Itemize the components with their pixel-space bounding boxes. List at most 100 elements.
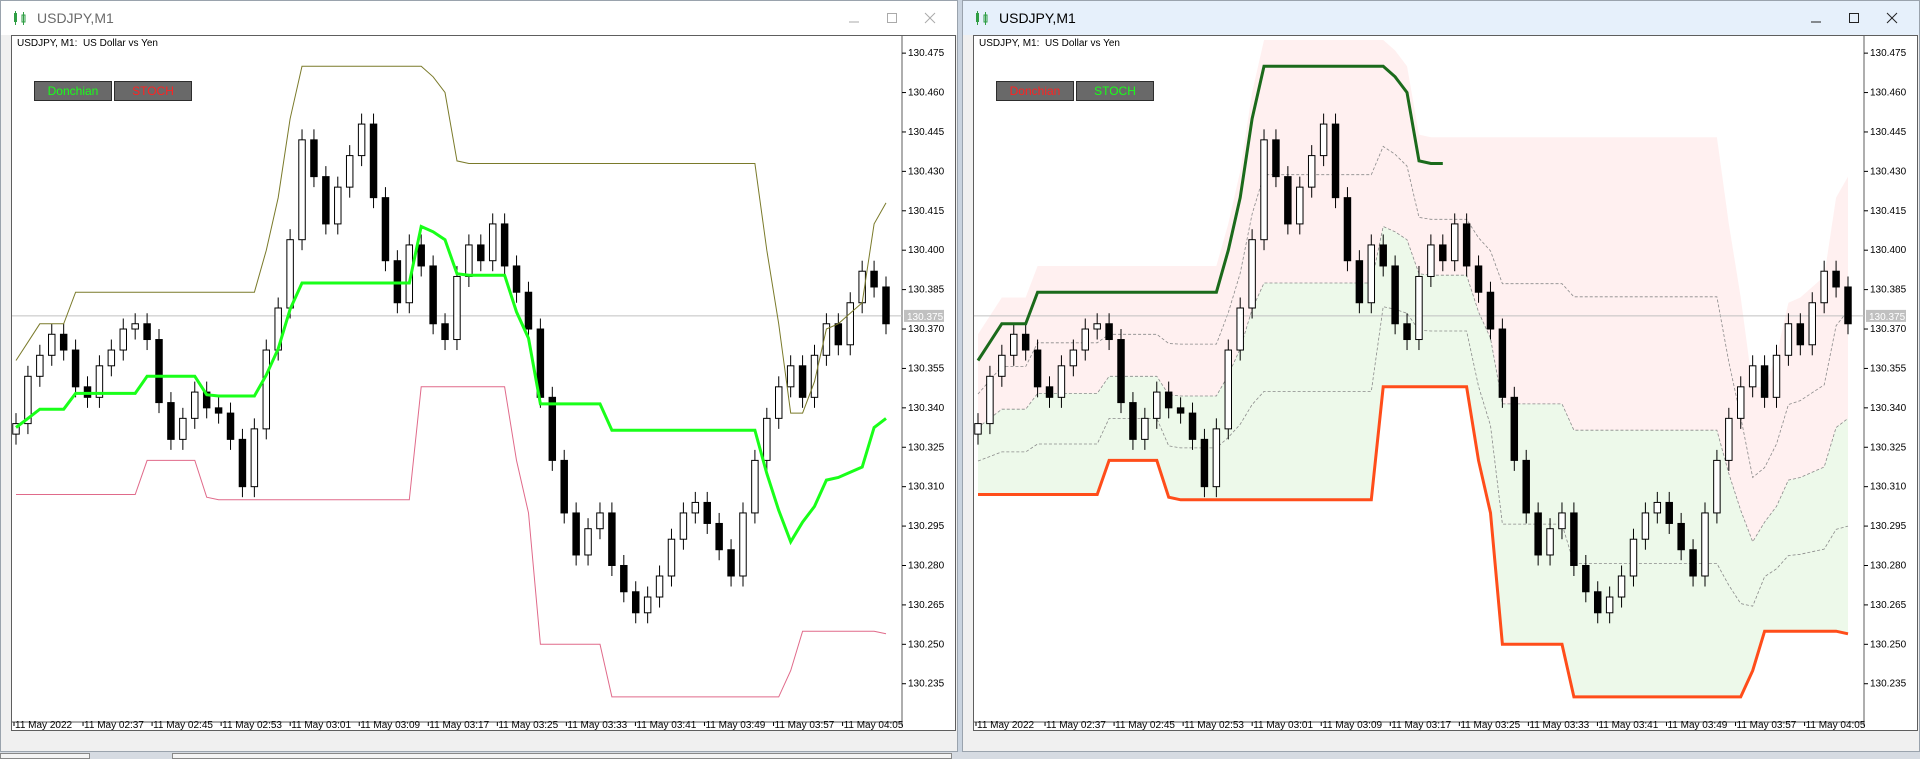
title-bar[interactable]: USDJPY,M1 xyxy=(963,1,1919,35)
candle-body xyxy=(1629,538,1638,577)
y-tick-label: 130.445 xyxy=(908,127,945,138)
window-title: USDJPY,M1 xyxy=(999,10,1076,26)
y-tick-label: 130.295 xyxy=(908,521,945,532)
candle-body xyxy=(1164,391,1173,409)
price-chart[interactable]: 130.475 130.460 130.445 130.430 130.415 130.4… xyxy=(11,35,956,731)
minimize-button[interactable] xyxy=(835,1,873,35)
chart-window-left[interactable]: USDJPY,M1 130.475 130.460 130.445 130.430 13… xyxy=(0,0,958,752)
candle-body xyxy=(524,291,533,330)
y-tick-label: 130.340 xyxy=(908,403,945,414)
donchian-button[interactable]: Donchian xyxy=(996,81,1074,101)
y-tick-label: 130.250 xyxy=(908,639,945,650)
minimize-icon xyxy=(849,21,859,23)
y-tick-label: 130.415 xyxy=(1870,206,1907,217)
candle-body xyxy=(643,596,652,614)
candle-body xyxy=(1057,365,1066,398)
candle-body xyxy=(131,323,139,330)
candle-body xyxy=(1534,512,1542,556)
taskbar-strip xyxy=(0,752,1920,759)
y-tick-label: 130.355 xyxy=(908,363,945,374)
x-tick-label: 11 May 04:05 xyxy=(844,720,904,731)
candle-body xyxy=(1725,417,1733,461)
candle-body xyxy=(512,265,521,293)
candle-body xyxy=(453,275,461,341)
y-tick-label: 130.460 xyxy=(908,88,945,99)
candle-body xyxy=(1343,197,1352,262)
candle-body xyxy=(679,512,688,540)
chart-canvas[interactable]: 130.475 130.460 130.445 130.430 130.415 130.4… xyxy=(12,36,957,732)
y-tick-label: 130.385 xyxy=(1870,285,1907,296)
close-button[interactable] xyxy=(911,1,949,35)
chart-tab[interactable] xyxy=(172,753,952,759)
candle-body xyxy=(417,244,425,267)
y-tick-label: 130.430 xyxy=(908,166,945,177)
chart-window-icon xyxy=(14,11,26,25)
chart-canvas[interactable]: 130.475 130.460 130.445 130.430 130.415 130.4… xyxy=(974,36,1919,732)
maximize-button[interactable] xyxy=(1835,1,1873,35)
candle-body xyxy=(1391,265,1399,325)
candle-body xyxy=(1033,349,1042,388)
candle-body xyxy=(1701,512,1709,577)
candle-body xyxy=(310,139,318,178)
donchian-button[interactable]: Donchian xyxy=(34,81,112,101)
candle-body xyxy=(1582,564,1590,593)
level-line-0 xyxy=(977,306,1849,607)
candle-body xyxy=(500,223,509,267)
candle-body xyxy=(1570,512,1578,566)
y-tick-label: 130.430 xyxy=(1870,166,1907,177)
stoch-button[interactable]: STOCH xyxy=(114,81,192,101)
candle-body xyxy=(1522,459,1530,514)
maximize-button[interactable] xyxy=(873,1,911,35)
candle-body xyxy=(1069,349,1078,367)
chart-tab[interactable] xyxy=(0,753,90,759)
y-tick-label: 130.370 xyxy=(908,324,945,335)
candle-body xyxy=(1593,591,1602,614)
candle-body xyxy=(357,123,366,157)
candle-body xyxy=(262,349,271,430)
maximize-icon xyxy=(1849,13,1859,23)
candle-body xyxy=(1272,139,1280,178)
candle-body xyxy=(763,417,771,461)
candle-body xyxy=(655,575,664,598)
candle-body xyxy=(691,501,700,514)
stoch-button[interactable]: STOCH xyxy=(1076,81,1154,101)
y-tick-label: 130.295 xyxy=(1870,521,1907,532)
candle-body xyxy=(477,244,485,262)
candle-body xyxy=(369,123,378,199)
candle-body xyxy=(1844,286,1852,325)
candle-body xyxy=(226,412,235,440)
candle-body xyxy=(631,591,640,614)
x-tick-label: 11 May 02:53 xyxy=(222,720,282,731)
title-bar[interactable]: USDJPY,M1 xyxy=(1,1,957,35)
candle-body xyxy=(1820,270,1828,304)
x-tick-label: 11 May 03:09 xyxy=(1322,720,1382,731)
candle-body xyxy=(465,244,473,277)
candle-body xyxy=(238,438,247,488)
candle-body xyxy=(1641,512,1650,540)
x-tick-label: 11 May 03:33 xyxy=(567,720,627,731)
candle-body xyxy=(1510,396,1519,461)
window-title: USDJPY,M1 xyxy=(37,10,114,26)
candle-body xyxy=(1141,417,1149,440)
y-tick-label: 130.280 xyxy=(1870,560,1907,571)
candle-body xyxy=(322,176,330,225)
maximize-icon xyxy=(887,13,897,23)
close-button[interactable] xyxy=(1873,1,1911,35)
chart-window-right[interactable]: USDJPY,M1 130.475 130.460 130.445 130.430 13… xyxy=(962,0,1920,752)
y-tick-label: 130.445 xyxy=(1870,127,1907,138)
minimize-button[interactable] xyxy=(1797,1,1835,35)
candle-body xyxy=(1689,549,1697,577)
candle-body xyxy=(59,333,68,351)
candle-body xyxy=(1331,123,1340,199)
price-chart[interactable]: 130.475 130.460 130.445 130.430 130.415 130.4… xyxy=(973,35,1918,731)
x-tick-label: 11 May 03:25 xyxy=(498,720,558,731)
x-tick-label: 11 May 02:37 xyxy=(1046,720,1106,731)
candle-body xyxy=(441,323,449,341)
candle-body xyxy=(608,512,616,566)
x-tick-label: 11 May 03:09 xyxy=(360,720,420,731)
level-line-1 xyxy=(977,225,1849,543)
x-tick-label: 11 May 03:33 xyxy=(1529,720,1589,731)
x-tick-label: 11 May 02:45 xyxy=(1115,720,1175,731)
candle-body xyxy=(1296,186,1304,225)
candle-body xyxy=(822,323,831,356)
